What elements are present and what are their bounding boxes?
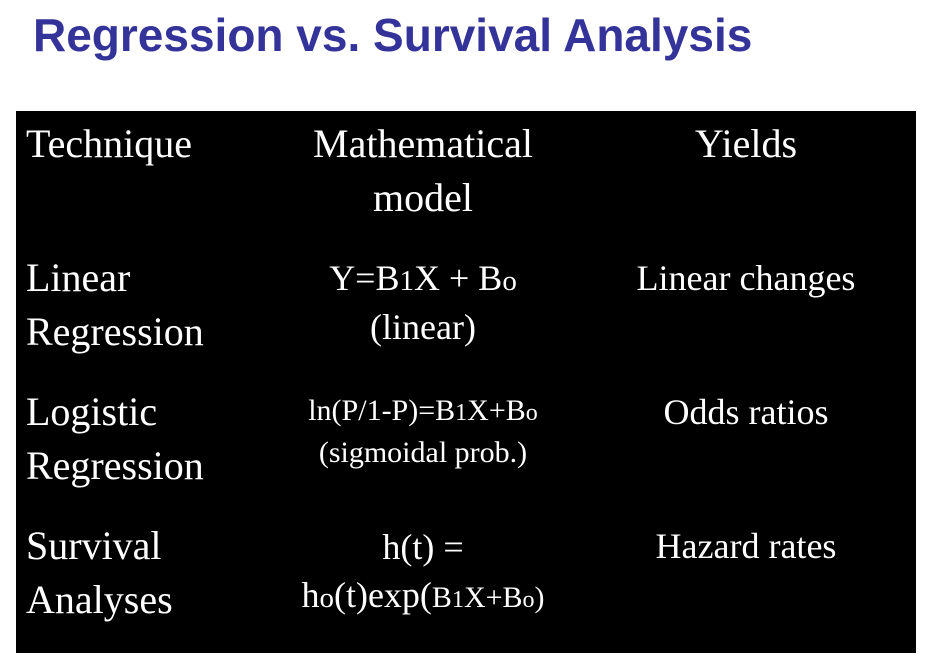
row-survival-yields-label: Hazard rates (655, 526, 837, 566)
header-model-line1: Mathematical (313, 121, 533, 166)
row-logistic-model-line2: (sigmoidal prob.) (318, 436, 528, 469)
row-linear-model: Y=B1X + Bo (linear) (278, 255, 568, 350)
header-yields: Yields (591, 117, 901, 171)
row-linear-yields-label: Linear changes (636, 258, 856, 298)
row-survival-model-line1: h(t) = (382, 527, 464, 567)
row-logistic-technique: Logistic Regression (26, 385, 266, 493)
row-logistic-technique-line1: Logistic (26, 389, 158, 434)
header-technique-label: Technique (26, 121, 193, 166)
row-logistic-technique-line2: Regression (26, 443, 204, 488)
row-logistic-yields-label: Odds ratios (663, 392, 829, 432)
row-linear-technique-line2: Regression (26, 309, 204, 354)
row-linear-technique-line1: Linear (26, 255, 131, 300)
header-model: Mathematical model (278, 117, 568, 225)
header-technique: Technique (26, 117, 266, 171)
row-logistic-yields: Odds ratios (591, 389, 901, 435)
header-model-line2: model (373, 175, 473, 220)
header-yields-label: Yields (694, 121, 798, 166)
row-survival-technique-line2: Analyses (26, 577, 173, 622)
row-survival-model: h(t) = ho(t)exp(B1X+Bo) (278, 523, 568, 624)
slide-title: Regression vs. Survival Analysis (33, 9, 753, 61)
row-linear-model-line1: Y=B1X + Bo (329, 258, 517, 298)
row-logistic-model: ln(P/1-P)=B1X+Bo (sigmoidal prob.) (278, 391, 568, 473)
row-linear-model-line2: (linear) (370, 307, 476, 347)
row-survival-model-line2: ho(t)exp(B1X+Bo) (301, 575, 545, 615)
row-logistic-model-line1: ln(P/1-P)=B1X+Bo (308, 394, 538, 427)
comparison-table: Technique Mathematical model Yields Line… (16, 111, 916, 653)
row-survival-technique: Survival Analyses (26, 519, 266, 627)
row-survival-yields: Hazard rates (591, 523, 901, 569)
row-linear-technique: Linear Regression (26, 251, 266, 359)
row-survival-technique-line1: Survival (26, 523, 162, 568)
row-linear-yields: Linear changes (591, 255, 901, 301)
